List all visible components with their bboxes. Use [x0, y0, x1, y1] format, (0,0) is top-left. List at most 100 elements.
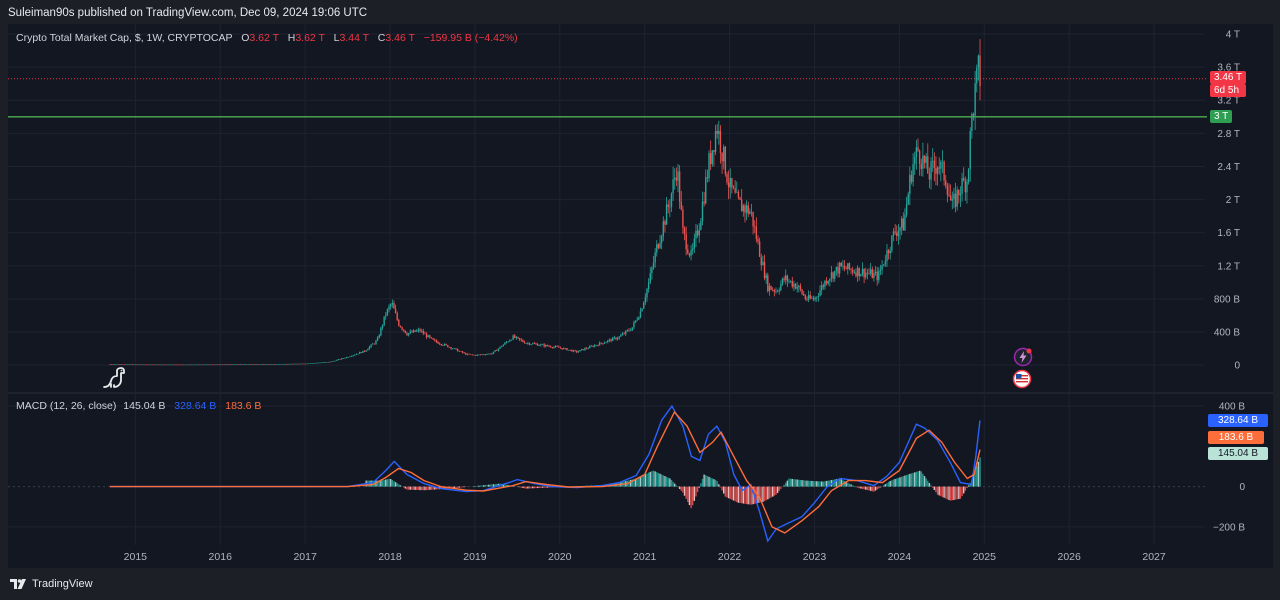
- candle-body: [478, 354, 480, 356]
- candle-body: [370, 344, 372, 347]
- published-text: Suleiman90s published on TradingView.com…: [8, 7, 368, 19]
- candle-body: [357, 353, 359, 355]
- candle-body: [762, 261, 764, 266]
- histogram-bar: [866, 486, 869, 491]
- histogram-bar: [843, 480, 846, 487]
- histogram-bar: [907, 474, 909, 487]
- candle-body: [556, 346, 558, 347]
- candle-body: [897, 231, 900, 236]
- candle-body: [497, 348, 500, 351]
- candle-body: [848, 263, 851, 269]
- candle-body: [466, 353, 469, 355]
- candle-body: [231, 364, 234, 366]
- histogram-bar: [737, 486, 740, 503]
- candle-body: [729, 178, 731, 188]
- x-tick-label: 2023: [803, 551, 827, 563]
- candle-body: [541, 344, 544, 345]
- histogram-bar: [512, 486, 514, 487]
- candle-body: [928, 173, 931, 180]
- candle-body: [690, 250, 692, 256]
- candle-body: [732, 187, 735, 189]
- candle-body: [726, 173, 728, 183]
- candle-body: [221, 364, 224, 366]
- candle-body: [755, 226, 758, 240]
- histogram-bar: [646, 473, 648, 487]
- candle-body: [510, 339, 513, 341]
- candle-body: [517, 336, 519, 338]
- histogram-bar: [917, 471, 919, 487]
- histogram-bar: [959, 486, 962, 499]
- candle-body: [345, 357, 348, 358]
- histogram-bar: [951, 486, 953, 501]
- candle-body: [966, 182, 968, 193]
- histogram-bar: [536, 486, 539, 489]
- candle-body: [683, 227, 686, 234]
- close-key: C: [377, 32, 386, 44]
- candle-body: [452, 348, 454, 350]
- candle-body: [812, 298, 815, 300]
- candle-body: [229, 364, 232, 366]
- candle-body: [941, 161, 944, 163]
- candle-body: [750, 211, 753, 213]
- candle-body: [336, 359, 338, 361]
- candle-body: [267, 364, 269, 365]
- histogram-bar: [796, 479, 798, 487]
- candle-body: [638, 317, 640, 320]
- histogram-bar: [545, 486, 547, 488]
- candle-body: [884, 261, 887, 265]
- candle-body: [838, 262, 841, 274]
- bar-countdown-badge: 6d 5h: [1210, 84, 1246, 97]
- candle-body: [657, 244, 660, 248]
- candle-body: [311, 363, 314, 364]
- candle-body: [590, 345, 593, 347]
- histogram-bar: [928, 483, 931, 487]
- histogram-bar: [527, 486, 529, 489]
- candle-body: [313, 363, 315, 364]
- histogram-bar: [941, 486, 944, 497]
- candle-body: [424, 333, 426, 335]
- candle-body: [945, 180, 947, 186]
- histogram-bar: [801, 480, 803, 487]
- candle-body: [754, 226, 756, 227]
- candle-body: [811, 298, 813, 299]
- candle-body: [504, 342, 506, 345]
- candle-body: [597, 345, 599, 346]
- candle-body: [228, 364, 230, 366]
- histogram-bar: [376, 480, 379, 487]
- candle-body: [580, 349, 583, 351]
- x-tick-label: 2026: [1057, 551, 1081, 563]
- candle-body: [430, 337, 433, 339]
- candle-body: [164, 364, 167, 366]
- histogram-bar: [523, 486, 526, 489]
- candle-body: [496, 350, 498, 351]
- candle-body: [979, 55, 981, 87]
- candle-body: [654, 252, 656, 263]
- lightning-icon[interactable]: [1013, 347, 1033, 367]
- candle-body: [118, 364, 121, 365]
- histogram-bar: [380, 480, 382, 487]
- histogram-bar: [419, 486, 421, 491]
- histogram-bar: [528, 486, 531, 489]
- histogram-bar: [923, 476, 926, 487]
- candle-body: [971, 113, 973, 132]
- histogram-bar: [416, 486, 418, 490]
- candle-body: [425, 333, 428, 338]
- histogram-bar: [755, 486, 758, 504]
- candle-body: [115, 364, 118, 365]
- histogram-bar: [807, 480, 810, 487]
- header-bar: Suleiman90s published on TradingView.com…: [0, 0, 1280, 26]
- candle-body: [326, 362, 328, 363]
- candle-body: [770, 285, 772, 290]
- histogram-bar: [972, 475, 975, 487]
- y-tick-label: 400 B: [1214, 328, 1240, 339]
- histogram-bar: [860, 486, 862, 489]
- histogram-bar: [897, 477, 900, 487]
- candle-body: [109, 364, 111, 365]
- histogram-bar: [479, 485, 482, 487]
- macd-indicator-name: MACD (12, 26, close): [16, 400, 117, 412]
- candle-body: [269, 364, 271, 365]
- us-flag-icon[interactable]: [1012, 369, 1032, 389]
- candle-body: [798, 285, 800, 288]
- macd-y-tick-label: 400 B: [1219, 402, 1245, 413]
